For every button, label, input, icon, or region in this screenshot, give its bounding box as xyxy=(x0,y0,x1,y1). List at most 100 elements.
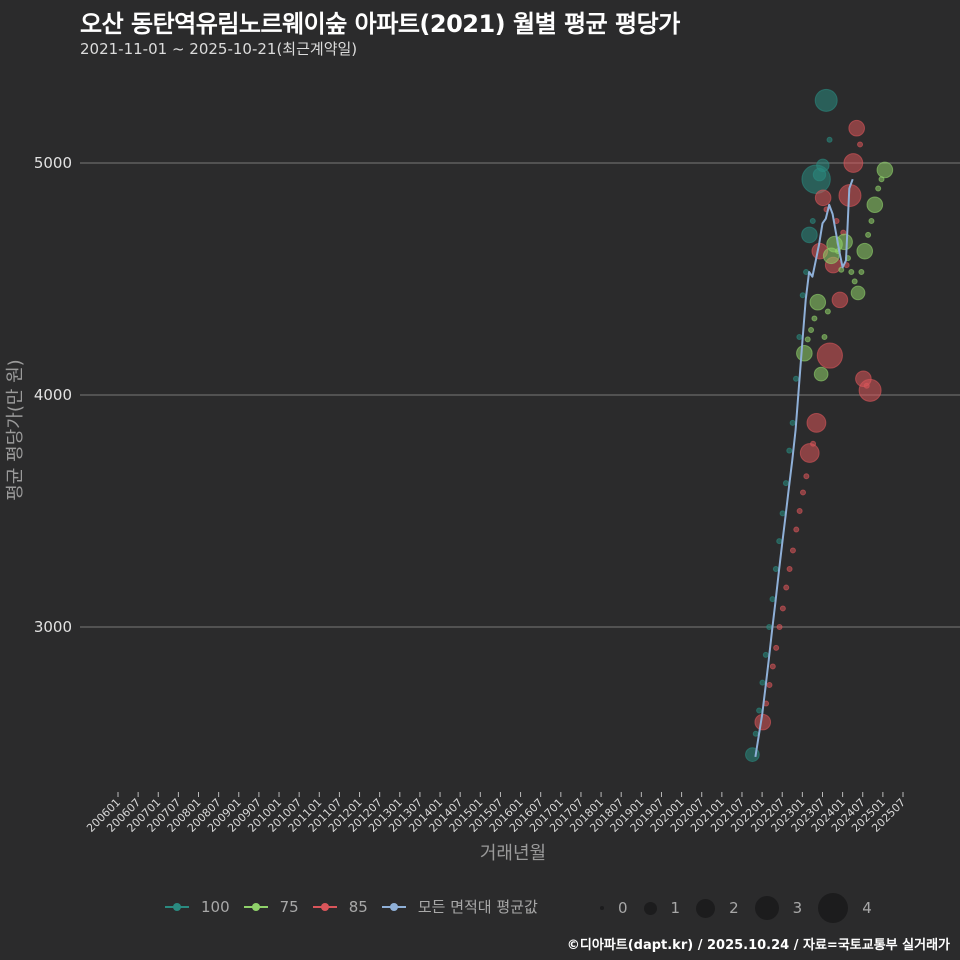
bubble-100 xyxy=(814,88,838,112)
chart-title: 오산 동탄역유림노르웨이숲 아파트(2021) 월별 평균 평당가 xyxy=(80,10,680,38)
bubble-85 xyxy=(810,440,817,447)
bubble-85 xyxy=(793,526,800,533)
bubble-100 xyxy=(826,136,833,143)
bubble-85 xyxy=(779,605,786,612)
bubble-85 xyxy=(786,566,793,572)
bubble-85 xyxy=(766,682,773,688)
average-line xyxy=(754,178,854,758)
bubble-85 xyxy=(769,663,776,670)
bubble-100 xyxy=(772,566,779,572)
bubble-75 xyxy=(865,231,872,238)
size-label: 1 xyxy=(670,899,681,917)
bubble-85 xyxy=(799,443,820,463)
bubble-100 xyxy=(786,447,793,454)
bubble-100 xyxy=(816,158,830,173)
bubble-75 xyxy=(875,185,882,192)
gridlines xyxy=(80,162,960,628)
bubble-85 xyxy=(783,584,790,591)
size-label: 2 xyxy=(729,899,739,917)
legend-label: 모든 면적대 평균값 xyxy=(417,898,538,916)
bubble-75 xyxy=(866,196,884,214)
bubble-75 xyxy=(858,269,865,276)
bubble-100 xyxy=(799,292,806,299)
bubble-85 xyxy=(858,378,882,402)
bubble-100 xyxy=(756,707,763,714)
bubble-100 xyxy=(801,226,818,244)
bubble-75 xyxy=(808,327,815,334)
color-legend: 100 75 85 모든 면적대 평균값 xyxy=(165,896,552,917)
footer-credit: ©디아파트(dapt.kr) / 2025.10.24 / 자료=국토교통부 실… xyxy=(566,938,950,953)
size-legend-item: 4 xyxy=(818,893,872,923)
bubble-85 xyxy=(800,489,807,496)
bubble-100 xyxy=(789,419,796,426)
bubble-100 xyxy=(796,334,803,340)
bubble-75 xyxy=(824,308,831,315)
legend-item: 85 xyxy=(312,897,368,916)
bubble-75 xyxy=(851,278,858,285)
bubble-75 xyxy=(838,266,845,273)
bubble-100 xyxy=(759,679,766,686)
legend-label: 75 xyxy=(279,897,299,916)
bubble-75 xyxy=(821,334,828,340)
legend-line-icon xyxy=(312,902,337,911)
scatter-bubbles xyxy=(745,88,894,762)
size-dot-icon xyxy=(643,901,657,915)
legend-label: 85 xyxy=(348,897,368,916)
bubble-85 xyxy=(773,644,780,651)
bubble-85 xyxy=(848,119,865,137)
legend-line-icon xyxy=(243,902,268,911)
size-legend-item: 3 xyxy=(754,896,803,920)
bubble-100 xyxy=(752,730,759,737)
size-label: 3 xyxy=(792,899,803,917)
size-label: 4 xyxy=(862,899,872,917)
bubble-85 xyxy=(816,342,843,369)
x-axis-ticks: 2006012006072007012007072008012008072009… xyxy=(84,792,908,835)
chart-subtitle: 2021-11-01 ~ 2025-10-21(최근계약일) xyxy=(80,40,358,58)
size-legend-item: 2 xyxy=(696,898,739,918)
bubble-75 xyxy=(813,366,829,382)
bubble-75 xyxy=(876,161,894,179)
legend-line-icon xyxy=(381,902,406,911)
bubble-85 xyxy=(776,624,783,630)
bubble-75 xyxy=(809,293,827,311)
bubble-100 xyxy=(762,651,769,658)
y-axis-ticks: 3000 4000 5000 xyxy=(34,154,72,636)
bubble-75 xyxy=(856,242,874,260)
bubble-100 xyxy=(766,624,773,630)
legend-item: 모든 면적대 평균값 xyxy=(381,896,538,917)
bubble-85 xyxy=(814,189,832,207)
size-legend-item: 0 xyxy=(600,899,628,917)
legend-label: 100 xyxy=(201,897,230,916)
bubble-85 xyxy=(831,291,849,309)
bubble-100 xyxy=(793,375,800,382)
y-tick-label: 5000 xyxy=(34,154,72,172)
bubble-85 xyxy=(806,412,827,433)
bubble-75 xyxy=(850,285,866,301)
bubble-85 xyxy=(789,547,796,554)
y-tick-label: 3000 xyxy=(34,618,72,636)
bubble-75 xyxy=(848,269,855,276)
size-dot-icon xyxy=(600,906,604,910)
bubble-85 xyxy=(796,508,803,514)
legend-line-icon xyxy=(165,902,189,911)
bubble-100 xyxy=(776,538,783,545)
bubble-100 xyxy=(809,218,816,224)
size-legend-item: 1 xyxy=(643,899,681,917)
legend-item: 100 xyxy=(165,898,230,916)
size-dot-icon xyxy=(696,898,716,918)
bubble-85 xyxy=(857,141,864,148)
legend-item: 75 xyxy=(243,897,299,916)
bubble-85 xyxy=(843,153,864,173)
avg-line-path xyxy=(754,178,854,758)
y-axis-title: 평균 평당가(만 원) xyxy=(5,359,26,500)
y-tick-label: 4000 xyxy=(34,386,72,404)
bubble-75 xyxy=(811,315,818,322)
size-dot-icon xyxy=(818,893,849,923)
bubble-100 xyxy=(782,480,789,487)
bubble-100 xyxy=(779,510,786,517)
size-dot-icon xyxy=(754,896,779,920)
size-label: 0 xyxy=(618,899,628,917)
bubble-85 xyxy=(803,473,810,480)
bubble-75 xyxy=(804,336,811,343)
